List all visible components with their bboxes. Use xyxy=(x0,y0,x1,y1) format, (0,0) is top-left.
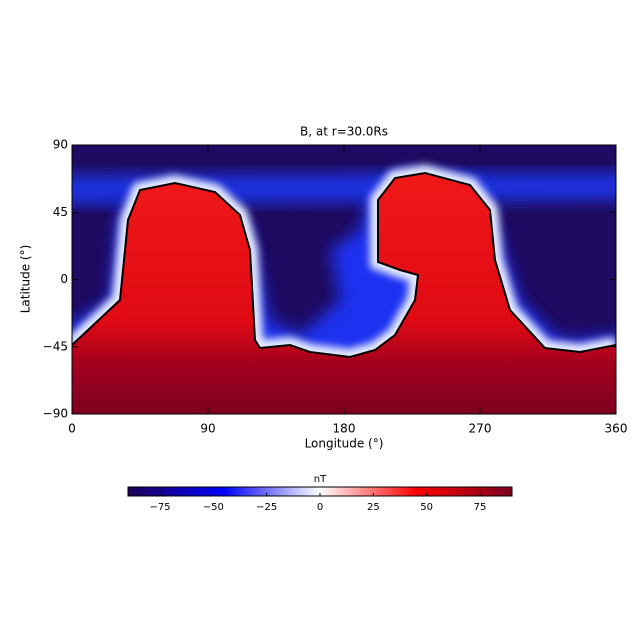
y-tick-label: 45 xyxy=(53,205,68,219)
colorbar-tick-label: −75 xyxy=(149,502,170,513)
colorbar-tick-label: −50 xyxy=(203,502,224,513)
colorbar-tick-label: 0 xyxy=(317,502,323,513)
x-tick-label: 270 xyxy=(469,422,492,436)
colorbar-tick-label: −25 xyxy=(256,502,277,513)
y-tick-label: −45 xyxy=(43,339,68,353)
chart-title: B, at r=30.0Rs xyxy=(300,125,388,139)
x-tick-label: 90 xyxy=(200,422,215,436)
x-tick-label: 0 xyxy=(68,422,76,436)
colorbar-tick-label: 25 xyxy=(367,502,380,513)
y-tick-label: 90 xyxy=(53,138,68,152)
x-tick-label: 180 xyxy=(333,422,356,436)
colorbar-tick-label: 75 xyxy=(474,502,487,513)
field xyxy=(72,145,616,414)
y-tick-label: 0 xyxy=(60,272,68,286)
y-tick-label: −90 xyxy=(43,407,68,421)
colorbar-tick-label: 50 xyxy=(420,502,433,513)
y-axis-label: Latitude (°) xyxy=(19,245,33,314)
colorbar-label: nT xyxy=(314,474,327,485)
x-tick-label: 360 xyxy=(605,422,628,436)
x-axis-label: Longitude (°) xyxy=(305,437,384,451)
